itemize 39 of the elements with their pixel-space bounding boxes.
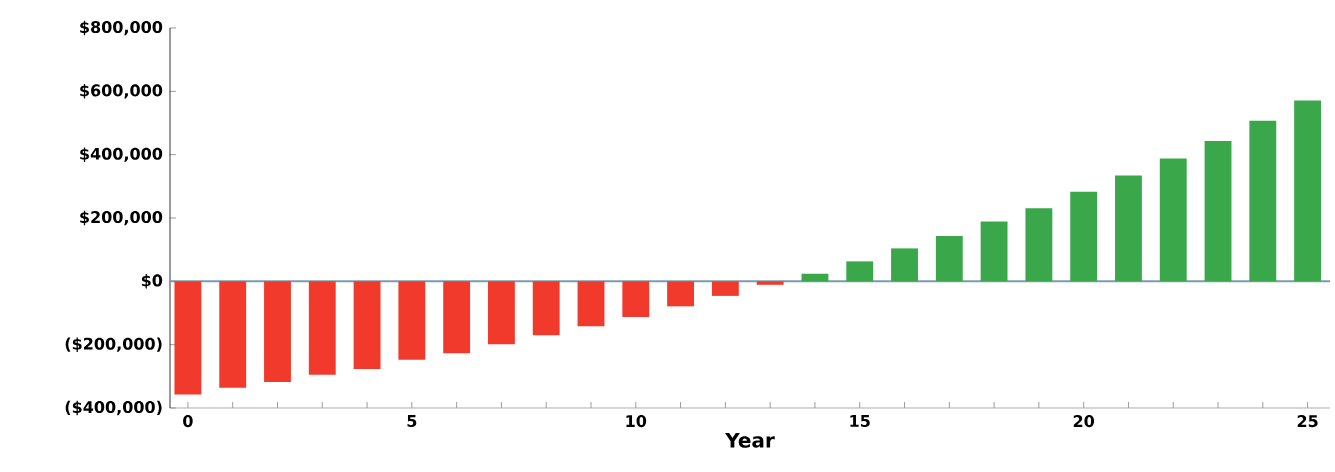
bar (1159, 158, 1187, 282)
y-tick-label: $0 (141, 274, 163, 289)
bar (846, 261, 874, 282)
bar (1249, 120, 1277, 282)
bar (667, 281, 695, 307)
y-tick-label: $200,000 (80, 210, 163, 226)
bar (532, 281, 560, 336)
x-tick-label: 15 (850, 415, 870, 427)
x-tick-label: 25 (1297, 415, 1318, 428)
bar (935, 236, 963, 282)
bar (398, 281, 426, 360)
bar (308, 281, 336, 375)
bar (219, 281, 247, 388)
x-axis-title: Year (725, 432, 775, 448)
y-tick-label: ($200,000) (65, 337, 162, 352)
bar (711, 281, 739, 296)
bar (1070, 191, 1098, 282)
x-tick-label: 10 (626, 415, 647, 428)
y-tick-label: $600,000 (80, 84, 163, 99)
x-tick-label: 5 (407, 415, 417, 427)
bar (174, 281, 202, 395)
bar (1115, 175, 1142, 282)
y-tick-label: ($400,000) (65, 400, 162, 416)
bar (353, 281, 381, 370)
bar (891, 248, 918, 282)
bar (980, 221, 1008, 282)
bar (577, 281, 605, 327)
bar (1294, 100, 1322, 282)
bar (443, 281, 471, 354)
bar (1204, 141, 1232, 282)
bar (1025, 208, 1053, 282)
bar (622, 281, 650, 318)
y-tick-label: $400,000 (80, 147, 163, 162)
bar (756, 281, 784, 285)
x-tick-label: 20 (1073, 415, 1095, 428)
bar (487, 281, 515, 345)
x-tick-label: 0 (183, 415, 193, 428)
y-tick-label: $800,000 (80, 20, 163, 36)
bar (264, 281, 291, 383)
